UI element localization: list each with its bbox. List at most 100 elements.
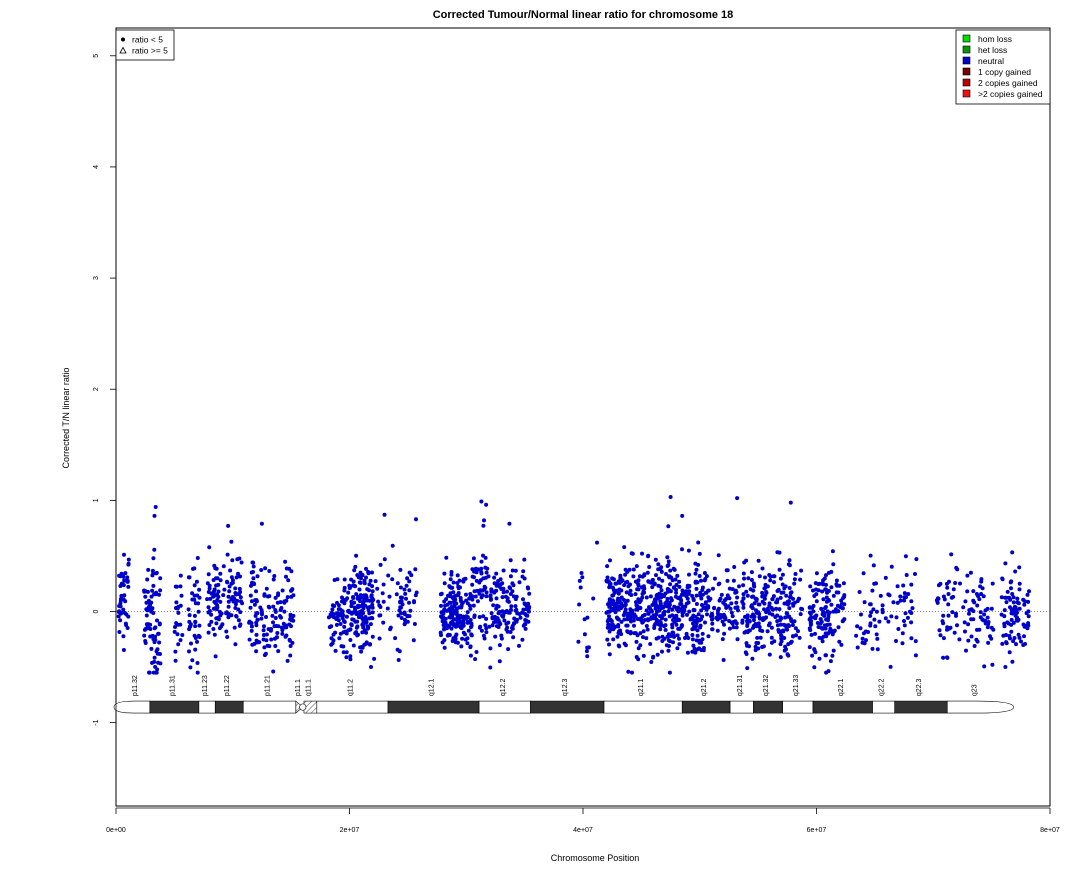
data-point bbox=[680, 513, 685, 518]
data-point bbox=[229, 539, 234, 544]
data-point bbox=[695, 628, 700, 633]
data-point bbox=[497, 659, 502, 664]
data-point bbox=[349, 577, 354, 582]
data-point bbox=[655, 596, 660, 601]
data-point bbox=[158, 588, 163, 593]
data-point bbox=[819, 619, 824, 624]
data-point bbox=[400, 602, 405, 607]
data-point bbox=[700, 585, 705, 590]
data-point bbox=[186, 607, 191, 612]
data-point bbox=[887, 593, 892, 598]
data-point bbox=[761, 644, 766, 649]
data-point bbox=[724, 568, 729, 573]
chromosome-band bbox=[316, 700, 389, 714]
data-point bbox=[396, 613, 401, 618]
data-point bbox=[756, 641, 761, 645]
data-point bbox=[342, 577, 347, 582]
data-point bbox=[769, 625, 774, 630]
data-point bbox=[193, 647, 198, 652]
data-point bbox=[262, 624, 266, 629]
data-point bbox=[207, 545, 212, 550]
data-point bbox=[683, 592, 688, 597]
data-point bbox=[585, 615, 590, 620]
data-point bbox=[693, 619, 698, 624]
data-point bbox=[178, 638, 183, 643]
data-point bbox=[709, 614, 713, 619]
data-point bbox=[946, 592, 951, 596]
data-point bbox=[484, 570, 489, 575]
data-point bbox=[405, 614, 410, 619]
data-point bbox=[807, 626, 812, 631]
data-point bbox=[180, 633, 185, 637]
data-point bbox=[787, 614, 792, 619]
data-point bbox=[910, 606, 915, 611]
data-point bbox=[252, 602, 257, 607]
data-point bbox=[722, 631, 727, 636]
data-point bbox=[808, 584, 813, 589]
data-point bbox=[873, 624, 878, 629]
data-point bbox=[479, 628, 484, 633]
data-point bbox=[656, 562, 661, 567]
data-point bbox=[187, 649, 191, 654]
data-point bbox=[744, 641, 749, 646]
data-point bbox=[691, 643, 696, 648]
data-point bbox=[282, 609, 287, 614]
data-point bbox=[395, 581, 400, 586]
data-point bbox=[439, 603, 443, 608]
data-point bbox=[901, 583, 906, 588]
data-point bbox=[291, 618, 296, 623]
data-point bbox=[361, 595, 366, 600]
data-point bbox=[615, 616, 620, 621]
chromosome-band bbox=[946, 700, 1014, 714]
data-point bbox=[488, 646, 493, 651]
data-point bbox=[693, 580, 698, 585]
data-point bbox=[687, 572, 691, 577]
data-point bbox=[344, 655, 349, 660]
data-point bbox=[376, 599, 381, 604]
data-point bbox=[448, 615, 453, 620]
shape-legend: ratio < 5 ratio >= 5 bbox=[115, 29, 175, 61]
data-point bbox=[694, 586, 699, 591]
data-point bbox=[1003, 561, 1008, 566]
data-point bbox=[945, 655, 949, 660]
data-point bbox=[503, 610, 507, 615]
data-point bbox=[522, 601, 527, 606]
data-point bbox=[1007, 650, 1012, 655]
data-point bbox=[442, 625, 447, 630]
data-point bbox=[712, 576, 717, 581]
data-point bbox=[902, 595, 907, 600]
data-point bbox=[207, 609, 212, 613]
data-point bbox=[841, 581, 846, 586]
data-point bbox=[143, 589, 148, 594]
data-point bbox=[1009, 617, 1014, 622]
color-legend-label: neutral bbox=[978, 56, 1004, 66]
data-point bbox=[935, 600, 940, 605]
data-point bbox=[607, 585, 612, 590]
band-label: q22.3 bbox=[916, 678, 923, 696]
data-point bbox=[206, 572, 211, 577]
data-point bbox=[458, 585, 462, 590]
data-point bbox=[470, 594, 475, 599]
data-point bbox=[658, 623, 663, 628]
data-point bbox=[778, 576, 783, 581]
data-point bbox=[831, 593, 836, 598]
data-point bbox=[446, 632, 451, 637]
data-point bbox=[468, 606, 473, 611]
data-point bbox=[625, 617, 630, 622]
data-point bbox=[238, 622, 243, 627]
data-point bbox=[680, 547, 684, 552]
data-point bbox=[510, 624, 515, 628]
data-point bbox=[404, 583, 409, 588]
data-point bbox=[348, 654, 353, 659]
data-point bbox=[352, 568, 357, 573]
data-point bbox=[485, 566, 490, 571]
data-point bbox=[123, 571, 128, 576]
y-axis-label: Corrected T/N linear ratio bbox=[61, 368, 71, 469]
data-point bbox=[370, 610, 375, 615]
data-point bbox=[380, 591, 385, 596]
data-point bbox=[269, 637, 274, 642]
data-point bbox=[667, 575, 672, 580]
data-point bbox=[667, 639, 672, 644]
data-point bbox=[511, 635, 516, 640]
data-point bbox=[484, 594, 489, 599]
